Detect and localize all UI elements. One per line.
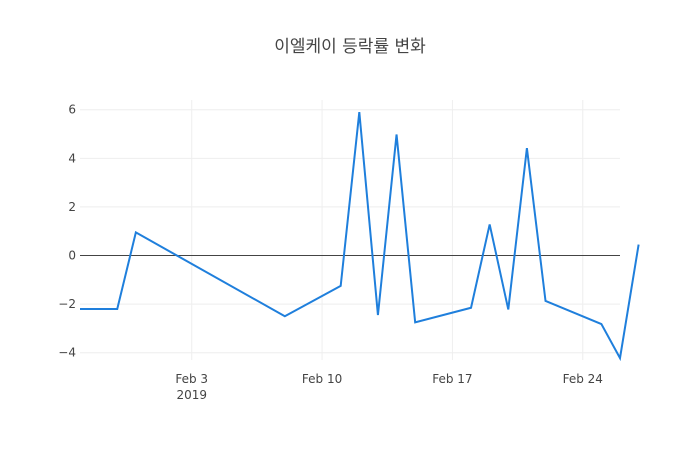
y-tick-label: −2 (58, 297, 76, 311)
grid-layer (80, 100, 620, 360)
series-line (80, 112, 640, 362)
series-layer (80, 112, 640, 362)
x-tick-label: Feb 17 (432, 372, 472, 386)
chart-title: 이엘케이 등락률 변화 (274, 37, 426, 57)
y-tick-label: 4 (68, 151, 76, 165)
x-tick-label: Feb 3 (175, 372, 208, 386)
y-tick-label: −4 (58, 346, 76, 360)
x-tick-sublabel: 2019 (176, 388, 207, 402)
axis-layer: −4 −2 0 2 4 6 Feb 3 2019 Feb 10 Feb 17 Feb 24 (58, 103, 603, 402)
y-tick-label: 6 (68, 103, 76, 117)
x-tick-label: Feb 24 (563, 372, 603, 386)
x-tick-label: Feb 10 (302, 372, 342, 386)
y-tick-label: 0 (68, 249, 76, 263)
y-tick-label: 2 (68, 200, 76, 214)
